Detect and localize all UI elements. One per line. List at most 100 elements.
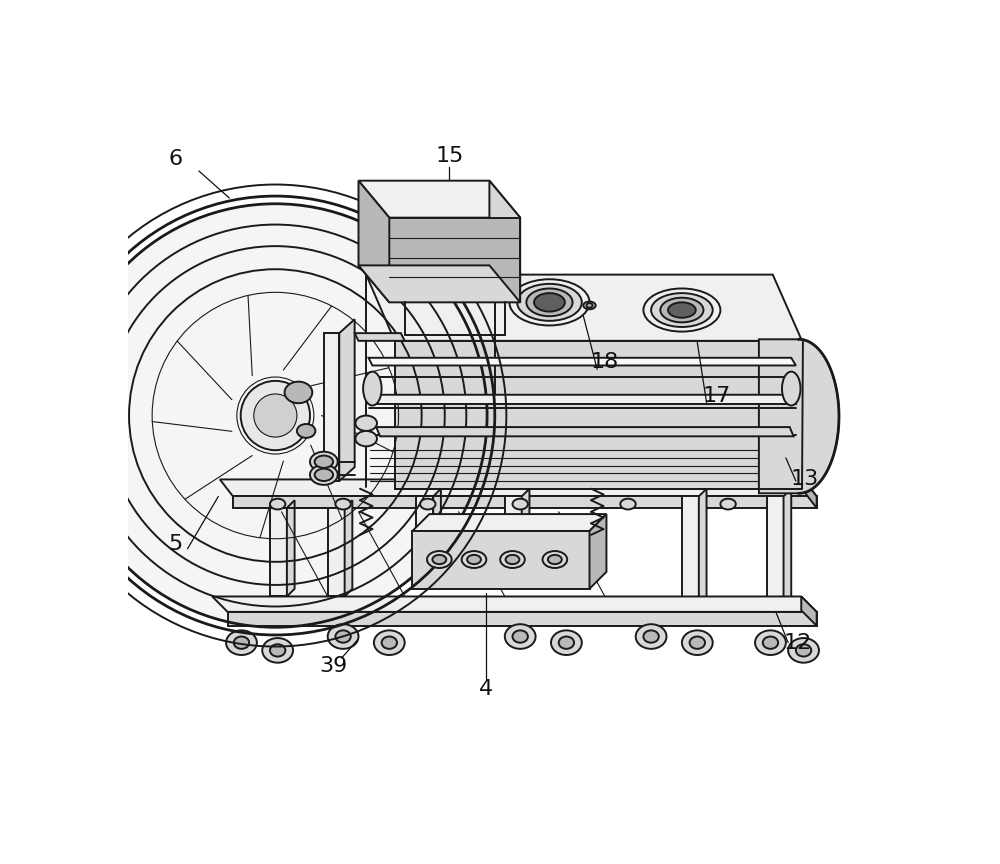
Text: 15: 15: [435, 146, 464, 166]
Polygon shape: [369, 358, 796, 365]
Ellipse shape: [551, 631, 582, 655]
Ellipse shape: [643, 289, 720, 332]
Text: 12: 12: [783, 632, 812, 652]
Ellipse shape: [467, 555, 481, 564]
Ellipse shape: [720, 499, 736, 510]
Ellipse shape: [796, 645, 811, 657]
Ellipse shape: [651, 293, 713, 327]
Polygon shape: [228, 612, 817, 626]
Ellipse shape: [335, 631, 351, 643]
Ellipse shape: [506, 555, 519, 564]
Ellipse shape: [505, 624, 536, 649]
Ellipse shape: [586, 303, 593, 308]
Ellipse shape: [668, 302, 696, 318]
Ellipse shape: [315, 468, 333, 481]
Ellipse shape: [335, 499, 351, 510]
Ellipse shape: [500, 551, 525, 568]
Ellipse shape: [620, 499, 636, 510]
Polygon shape: [505, 497, 522, 581]
Ellipse shape: [285, 382, 312, 403]
Polygon shape: [376, 427, 794, 436]
Polygon shape: [355, 334, 405, 340]
Ellipse shape: [526, 289, 573, 316]
Polygon shape: [433, 489, 441, 581]
Ellipse shape: [462, 551, 486, 568]
Polygon shape: [328, 508, 345, 596]
Polygon shape: [489, 181, 520, 302]
Text: 39: 39: [320, 656, 348, 676]
Ellipse shape: [355, 431, 377, 447]
Polygon shape: [358, 265, 520, 302]
Ellipse shape: [509, 279, 590, 326]
Ellipse shape: [636, 624, 666, 649]
Polygon shape: [412, 514, 606, 531]
Ellipse shape: [512, 631, 528, 643]
Polygon shape: [784, 489, 791, 612]
Text: 17: 17: [702, 386, 731, 406]
Polygon shape: [395, 340, 802, 489]
Polygon shape: [324, 334, 339, 481]
Ellipse shape: [660, 298, 703, 322]
Ellipse shape: [363, 372, 382, 405]
Polygon shape: [389, 218, 520, 302]
Ellipse shape: [583, 302, 596, 309]
Ellipse shape: [517, 284, 582, 321]
Polygon shape: [287, 500, 295, 596]
Ellipse shape: [788, 638, 819, 663]
Ellipse shape: [643, 631, 659, 643]
Ellipse shape: [534, 293, 565, 312]
Polygon shape: [358, 181, 389, 302]
Ellipse shape: [241, 381, 310, 450]
Ellipse shape: [543, 551, 567, 568]
Ellipse shape: [254, 394, 297, 437]
Ellipse shape: [310, 452, 338, 472]
Polygon shape: [522, 489, 529, 581]
Ellipse shape: [763, 637, 778, 649]
Ellipse shape: [226, 631, 257, 655]
Text: 5: 5: [168, 534, 182, 554]
Ellipse shape: [382, 637, 397, 649]
Ellipse shape: [270, 499, 285, 510]
Ellipse shape: [310, 465, 338, 485]
Polygon shape: [801, 596, 817, 626]
Ellipse shape: [427, 551, 452, 568]
Ellipse shape: [328, 624, 358, 649]
Polygon shape: [416, 497, 433, 581]
Polygon shape: [699, 489, 707, 612]
Polygon shape: [220, 480, 817, 497]
Ellipse shape: [682, 631, 713, 655]
Polygon shape: [767, 497, 784, 612]
Polygon shape: [366, 275, 802, 340]
Ellipse shape: [270, 645, 285, 657]
Polygon shape: [345, 500, 352, 596]
Ellipse shape: [262, 638, 293, 663]
Ellipse shape: [559, 637, 574, 649]
Text: 13: 13: [791, 469, 819, 489]
Polygon shape: [339, 320, 355, 481]
Polygon shape: [804, 480, 817, 508]
Text: 4: 4: [478, 679, 493, 699]
Polygon shape: [233, 497, 817, 508]
Ellipse shape: [64, 204, 487, 627]
Ellipse shape: [420, 499, 436, 510]
Polygon shape: [590, 514, 606, 588]
Polygon shape: [372, 395, 796, 404]
Ellipse shape: [297, 424, 315, 438]
Ellipse shape: [548, 555, 562, 564]
Polygon shape: [270, 508, 287, 596]
Ellipse shape: [755, 631, 786, 655]
Polygon shape: [682, 497, 699, 612]
Ellipse shape: [782, 372, 800, 405]
Ellipse shape: [355, 416, 377, 431]
Text: 18: 18: [591, 352, 619, 372]
Ellipse shape: [512, 499, 528, 510]
Polygon shape: [412, 531, 590, 588]
Polygon shape: [212, 596, 817, 612]
Ellipse shape: [432, 555, 446, 564]
Ellipse shape: [690, 637, 705, 649]
Polygon shape: [759, 340, 839, 493]
Ellipse shape: [234, 637, 249, 649]
Text: 6: 6: [168, 149, 182, 169]
Ellipse shape: [374, 631, 405, 655]
Ellipse shape: [315, 455, 333, 468]
